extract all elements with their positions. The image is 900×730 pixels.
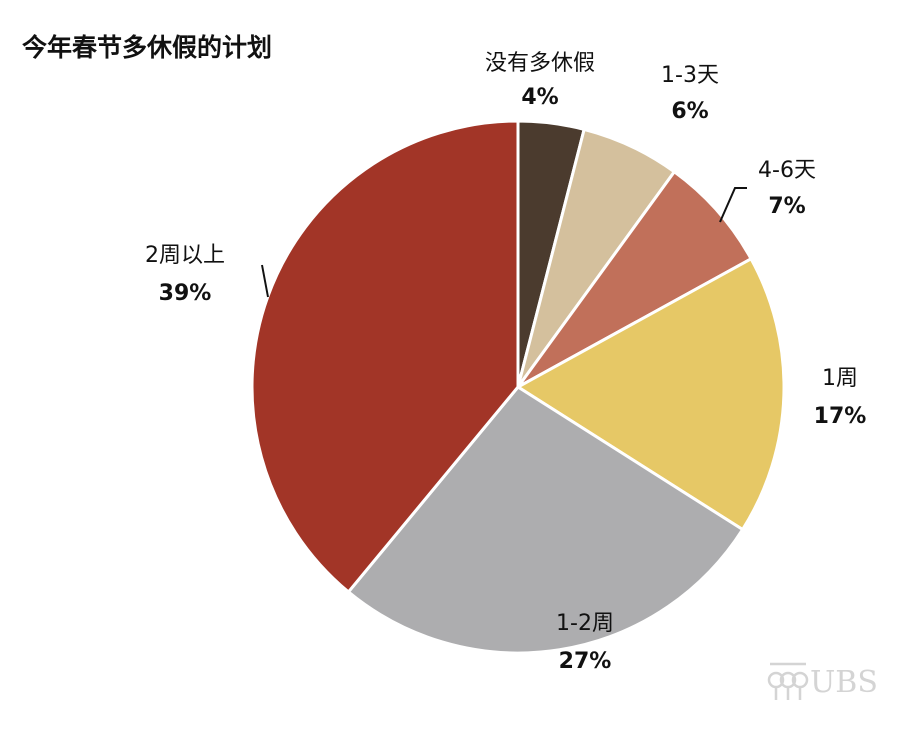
slice-value-label-3: 7% [768, 194, 805, 219]
slice-label-3: 4-6天 [758, 158, 816, 183]
pie-slice-4 [516, 257, 786, 532]
slice-label-4: 1周 [822, 366, 858, 391]
ubs-keys-logo-icon [767, 662, 809, 700]
pie-slices [250, 119, 786, 655]
slice-value-label-4: 17% [814, 404, 867, 429]
leader-lines [261, 187, 747, 298]
leader-line-3 [719, 187, 747, 223]
slice-label-1: 没有多休假 [485, 51, 595, 76]
ubs-watermark: UBS [767, 662, 878, 700]
slice-value-label-5: 27% [559, 649, 612, 674]
slice-value-label-1: 4% [521, 85, 558, 110]
pie-slice-5 [346, 385, 745, 655]
slice-label-2: 1-3天 [661, 63, 719, 88]
slice-value-label-2: 6% [671, 99, 708, 124]
slice-value-label-6: 39% [159, 281, 212, 306]
slice-label-6: 2周以上 [145, 243, 225, 268]
leader-line-6 [261, 264, 269, 298]
chart-title: 今年春节多休假的计划 [22, 33, 272, 62]
slice-labels: 没有多休假 4% 1-3天 6% 4-6天 7% 1周 17% 1-2周 27% 2周以上 39% [145, 51, 866, 674]
pie-slice-3 [516, 170, 753, 389]
slice-label-5: 1-2周 [556, 611, 614, 636]
ubs-watermark-text: UBS [810, 665, 878, 700]
